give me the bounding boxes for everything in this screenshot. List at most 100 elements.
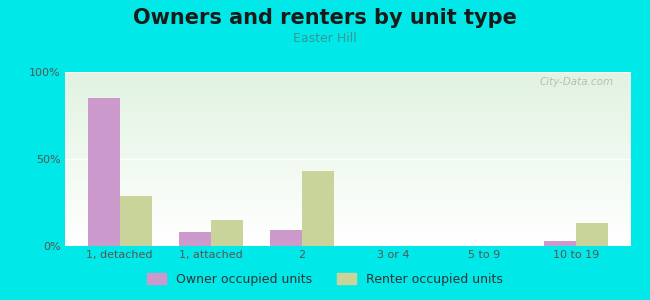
Bar <box>65 172 630 173</box>
Bar <box>65 108 630 109</box>
Bar <box>65 125 630 126</box>
Bar <box>65 77 630 78</box>
Bar <box>65 81 630 82</box>
Bar <box>65 218 630 219</box>
Bar <box>65 104 630 105</box>
Bar <box>65 185 630 186</box>
Bar <box>65 85 630 86</box>
Text: Owners and renters by unit type: Owners and renters by unit type <box>133 8 517 28</box>
Bar <box>65 121 630 122</box>
Bar <box>65 226 630 227</box>
Bar <box>65 223 630 224</box>
Bar <box>65 186 630 187</box>
Bar <box>65 120 630 121</box>
Bar <box>65 175 630 176</box>
Bar <box>65 98 630 99</box>
Bar <box>65 155 630 156</box>
Text: City-Data.com: City-Data.com <box>540 77 614 87</box>
Bar <box>120 196 151 246</box>
Bar <box>65 105 630 106</box>
Bar <box>65 173 630 174</box>
Bar <box>65 164 630 165</box>
Bar <box>65 132 630 133</box>
Bar <box>65 237 630 238</box>
Bar <box>65 72 630 73</box>
Bar <box>65 201 630 202</box>
Bar <box>65 156 630 157</box>
Bar <box>65 191 630 192</box>
Bar <box>65 158 630 159</box>
Bar <box>65 109 630 110</box>
Bar <box>65 134 630 135</box>
Bar <box>65 210 630 211</box>
Bar <box>65 117 630 118</box>
Bar <box>65 190 630 191</box>
Bar <box>65 97 630 98</box>
Bar <box>65 179 630 180</box>
Bar <box>65 209 630 210</box>
Bar <box>65 149 630 150</box>
Bar <box>65 245 630 246</box>
Bar <box>65 96 630 97</box>
Bar <box>65 140 630 141</box>
Bar <box>65 232 630 233</box>
Bar <box>65 159 630 160</box>
Bar <box>65 112 630 113</box>
Bar <box>65 142 630 143</box>
Bar <box>65 189 630 190</box>
Bar <box>65 151 630 152</box>
Bar <box>65 100 630 101</box>
Bar <box>65 240 630 241</box>
Bar <box>65 202 630 203</box>
Bar <box>65 229 630 230</box>
Bar <box>65 74 630 75</box>
Bar <box>65 171 630 172</box>
Bar <box>65 199 630 200</box>
Bar <box>65 215 630 216</box>
Bar <box>65 236 630 237</box>
Bar <box>65 196 630 197</box>
Bar <box>65 165 630 166</box>
Bar <box>65 235 630 236</box>
Bar <box>65 207 630 208</box>
Bar <box>65 154 630 155</box>
Bar <box>65 93 630 94</box>
Bar <box>65 139 630 140</box>
Bar <box>65 82 630 83</box>
Bar <box>65 174 630 175</box>
Bar <box>65 86 630 87</box>
Bar <box>65 110 630 111</box>
Bar <box>65 73 630 74</box>
Bar <box>65 219 630 220</box>
Bar <box>65 203 630 204</box>
Bar <box>65 138 630 139</box>
Bar <box>65 136 630 137</box>
Bar <box>65 230 630 231</box>
Bar <box>65 94 630 95</box>
Bar <box>65 160 630 161</box>
Bar <box>65 76 630 77</box>
Bar <box>65 177 630 178</box>
Bar <box>65 145 630 146</box>
Bar <box>270 230 302 246</box>
Bar <box>65 119 630 120</box>
Bar <box>65 143 630 144</box>
Bar <box>65 200 630 201</box>
Bar <box>65 166 630 167</box>
Bar <box>65 227 630 228</box>
Bar <box>65 220 630 221</box>
Bar <box>65 89 630 90</box>
Bar <box>65 154 630 155</box>
Bar <box>65 75 630 76</box>
Bar <box>65 222 630 223</box>
Bar <box>65 111 630 112</box>
Bar <box>65 80 630 81</box>
Bar <box>65 114 630 115</box>
Bar <box>65 242 630 243</box>
Bar <box>65 213 630 214</box>
Bar <box>65 135 630 136</box>
Bar <box>65 152 630 153</box>
Bar <box>65 168 630 169</box>
Bar <box>65 91 630 92</box>
Bar <box>544 241 576 246</box>
